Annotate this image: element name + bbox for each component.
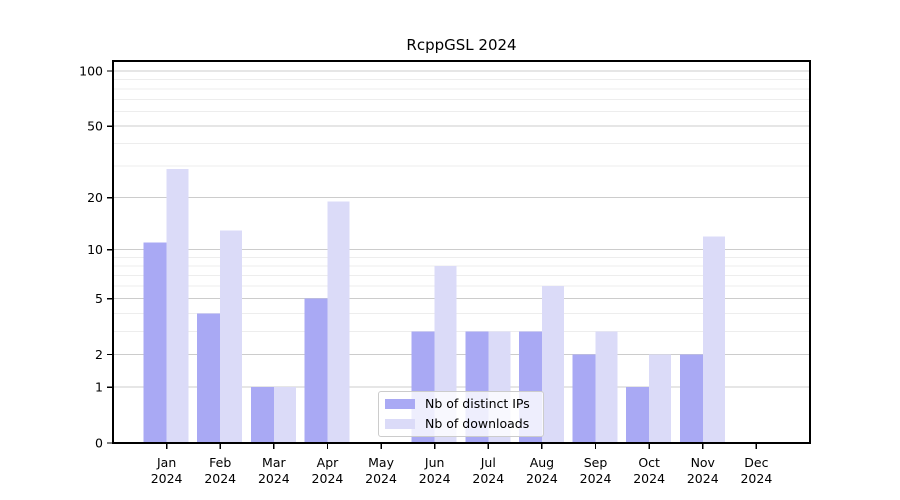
x-tick-label-year-oct: 2024 <box>633 471 665 486</box>
bar-downloads-sep <box>595 331 618 443</box>
x-tick-label-year-feb: 2024 <box>204 471 236 486</box>
y-tick-label: 50 <box>87 119 103 134</box>
bar-ips-apr <box>304 298 328 443</box>
x-tick-label-year-jul: 2024 <box>472 471 504 486</box>
y-tick-label: 5 <box>95 291 103 306</box>
x-tick-label-month-dec: Dec <box>744 455 768 470</box>
legend-swatch-distinct-ips-icon <box>385 399 415 410</box>
bar-ips-mar <box>250 387 274 443</box>
x-tick-label-year-dec: 2024 <box>740 471 772 486</box>
x-tick-label-year-may: 2024 <box>365 471 397 486</box>
bar-ips-sep <box>572 354 596 443</box>
x-tick-label-month-sep: Sep <box>584 455 608 470</box>
axes-frame <box>112 60 811 444</box>
chart-title: RcppGSL 2024 <box>406 36 517 54</box>
bar-downloads-feb <box>220 230 243 443</box>
y-tick-label: 2 <box>95 347 103 362</box>
y-tick-label: 20 <box>87 190 103 205</box>
bar-downloads-aug <box>541 286 564 443</box>
bar-downloads-apr <box>327 201 350 443</box>
x-tick-label-year-apr: 2024 <box>312 471 344 486</box>
x-tick-label-month-nov: Nov <box>691 455 716 470</box>
bar-downloads-jan <box>166 168 189 443</box>
x-tick-label-month-oct: Oct <box>638 455 660 470</box>
x-tick-label-year-jan: 2024 <box>151 471 183 486</box>
x-tick-label-month-jul: Jul <box>480 455 496 470</box>
x-tick-label-year-jun: 2024 <box>419 471 451 486</box>
bar-ips-feb <box>197 313 221 443</box>
x-tick-label-year-sep: 2024 <box>580 471 612 486</box>
x-tick-label-month-apr: Apr <box>317 455 339 470</box>
bar-ips-jan <box>143 242 167 443</box>
legend-label-downloads: Nb of downloads <box>425 415 530 431</box>
bar-downloads-oct <box>649 354 672 443</box>
bar-ips-oct <box>626 387 650 443</box>
bar-downloads-nov <box>702 236 725 443</box>
x-tick-label-month-mar: Mar <box>262 455 286 470</box>
x-tick-label-month-jun: Jun <box>424 455 445 470</box>
legend-item-distinct-ips: Nb of distinct IPs <box>385 396 535 411</box>
x-tick-label-year-aug: 2024 <box>526 471 558 486</box>
x-tick-label-month-jan: Jan <box>156 455 176 470</box>
x-tick-label-month-aug: Aug <box>530 455 554 470</box>
y-tick-label: 100 <box>79 64 103 79</box>
x-tick-label-month-feb: Feb <box>209 455 231 470</box>
y-tick-label: 0 <box>95 436 103 451</box>
bar-ips-nov <box>679 354 703 443</box>
x-tick-label-year-mar: 2024 <box>258 471 290 486</box>
legend-swatch-downloads-icon <box>385 418 415 429</box>
bar-downloads-mar <box>273 387 296 443</box>
legend: Nb of distinct IPs Nb of downloads <box>378 391 544 437</box>
y-tick-label: 10 <box>87 242 103 257</box>
y-tick-label: 1 <box>95 380 103 395</box>
x-tick-label-year-nov: 2024 <box>687 471 719 486</box>
x-tick-label-month-may: May <box>368 455 394 470</box>
legend-label-distinct-ips: Nb of distinct IPs <box>425 396 530 411</box>
legend-item-downloads: Nb of downloads <box>385 415 535 431</box>
